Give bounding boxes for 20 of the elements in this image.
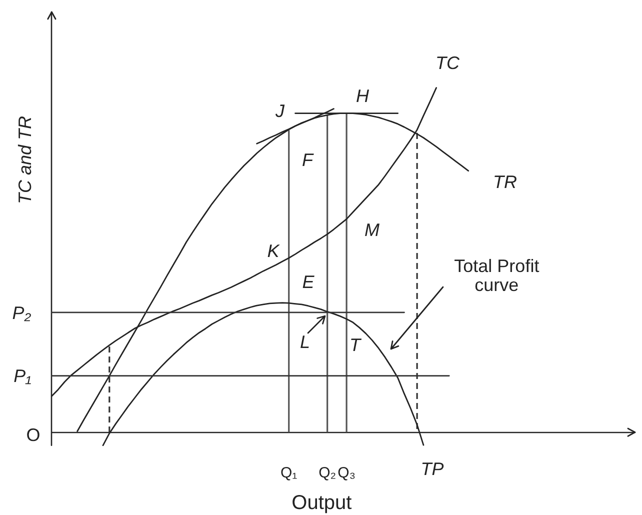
annotation: H [356,86,369,106]
x-tick-label: Q₃ [338,464,356,482]
annotation: K [267,241,280,262]
text: O [26,425,40,445]
x-tick-label: Q₂ [318,464,336,482]
series-label: TR [493,172,518,192]
annotation: L [300,332,310,352]
annotation: J [275,101,284,122]
annotation: Total Profit curve [453,256,540,295]
series-label: P₂ [12,303,32,324]
annotation: E [302,272,314,292]
annotation: T [350,335,360,355]
annotation: F [302,150,313,170]
series-label: P₁ [14,366,32,386]
x-tick-label: Q₁ [280,464,298,482]
y-axis-title: TC and TR [15,116,35,204]
series-label: TC [435,53,460,74]
series-label: TP [420,458,444,479]
x-axis-title: Output [292,492,352,514]
annotation: M [364,220,380,240]
